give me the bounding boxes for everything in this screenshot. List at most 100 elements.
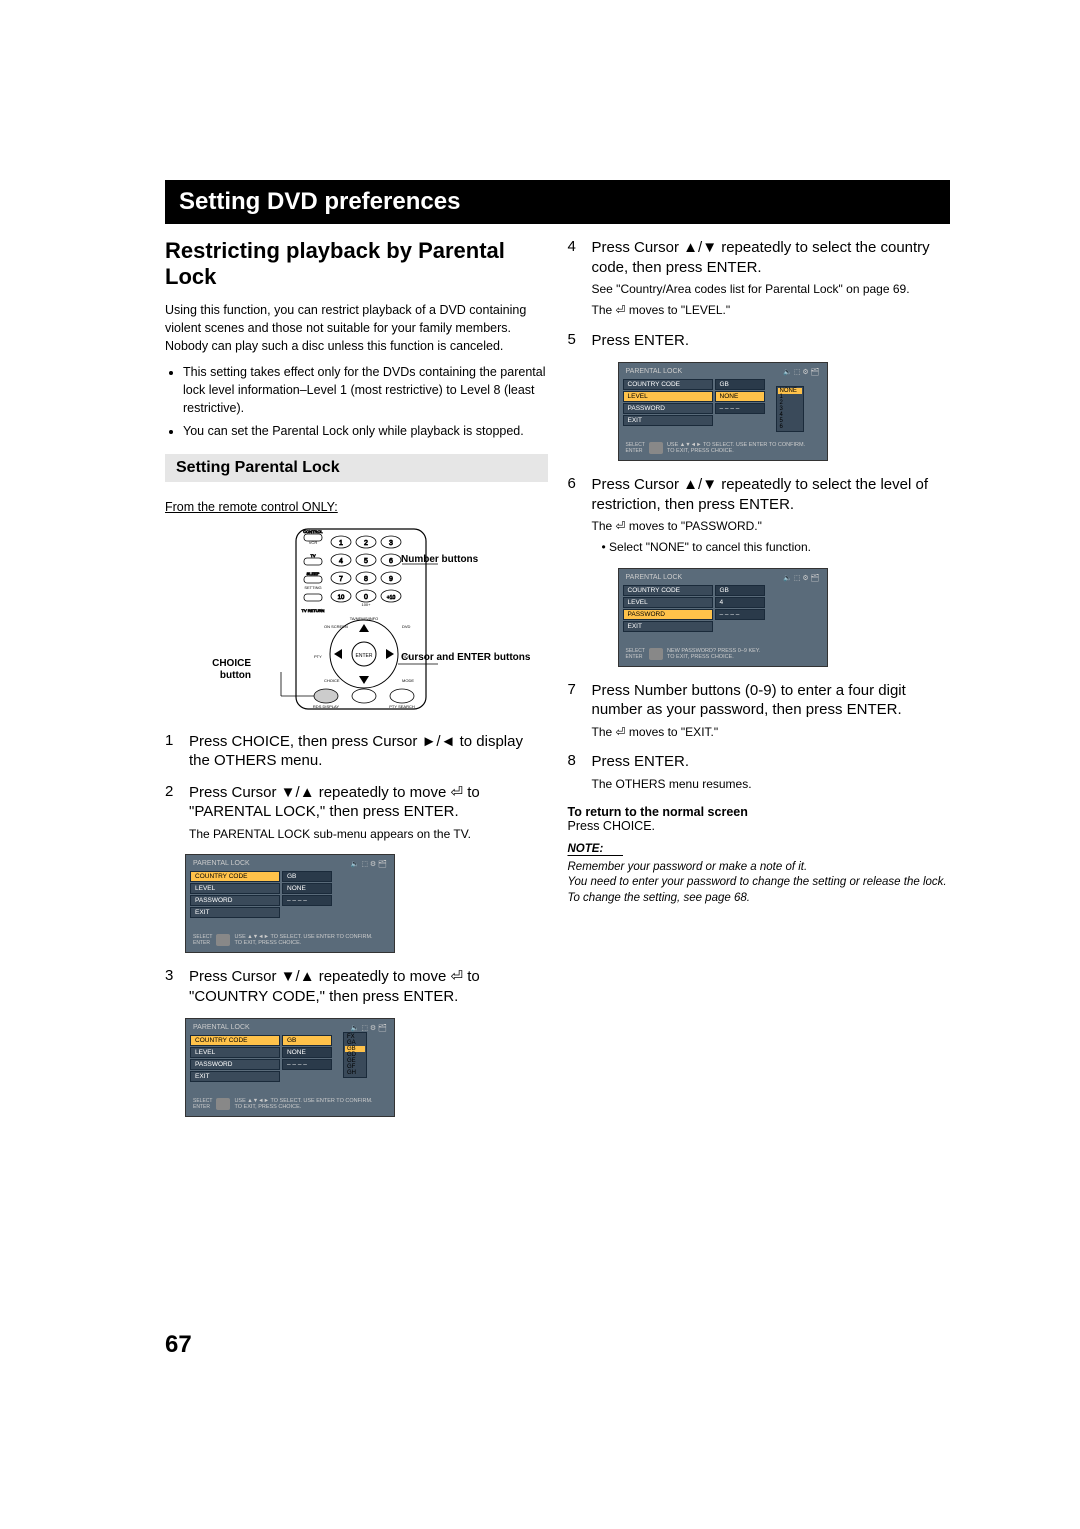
menu-level: LEVEL <box>190 883 280 894</box>
menu-val-none-3: NONE <box>715 391 765 402</box>
svg-text:ON SCREEN: ON SCREEN <box>324 624 348 629</box>
svg-text:ENTER: ENTER <box>356 653 373 659</box>
dpad-icon <box>216 934 230 946</box>
menu-title-2: PARENTAL LOCK <box>193 1024 250 1032</box>
svg-text:SLEEP: SLEEP <box>307 571 320 576</box>
menu-title-4: PARENTAL LOCK <box>626 574 683 582</box>
svg-text:9: 9 <box>389 576 393 583</box>
step-2-num: 2 <box>165 783 181 847</box>
svg-text:VCR: VCR <box>309 540 318 545</box>
step-7-title: Press Number buttons (0-9) to enter a fo… <box>592 681 951 720</box>
svg-text:6: 6 <box>389 558 393 565</box>
dpad-icon <box>216 1098 230 1110</box>
menu-val-none-2: NONE <box>282 1047 332 1058</box>
svg-text:TV RETURN: TV RETURN <box>302 608 325 613</box>
intro-bullets: This setting takes effect only for the D… <box>165 363 548 440</box>
step-8-title: Press ENTER. <box>592 752 951 772</box>
svg-text:7: 7 <box>339 576 343 583</box>
menu-password-4: PASSWORD <box>623 609 713 620</box>
note-body: Remember your password or make a note of… <box>568 860 951 907</box>
menu-title-3: PARENTAL LOCK <box>626 368 683 376</box>
step-3-num: 3 <box>165 967 181 1010</box>
menu-level-4: LEVEL <box>623 597 713 608</box>
menu-val-gb: GB <box>282 871 332 882</box>
svg-text:DVD: DVD <box>402 624 411 629</box>
svg-text:CONTROL: CONTROL <box>303 529 323 534</box>
svg-text:3: 3 <box>389 540 393 547</box>
menu-figure-4: PARENTAL LOCK🔈 ⬚ ⚙ 🗂 COUNTRY CODEGB LEVE… <box>618 568 951 667</box>
step-7-sub: The ⏎ moves to "EXIT." <box>592 724 951 741</box>
step-2: 2 Press Cursor ▼/▲ repeatedly to move ⏎ … <box>165 783 548 847</box>
menu-password-3: PASSWORD <box>623 403 713 414</box>
level-dropdown: NONE 1 2 3 4 5 6 <box>776 386 804 432</box>
step-5: 5 Press ENTER. <box>568 331 951 355</box>
svg-text:8: 8 <box>364 576 368 583</box>
bullet-2: You can set the Parental Lock only while… <box>183 422 548 440</box>
section-title-bar: Setting DVD preferences <box>165 180 950 224</box>
heading-restricting: Restricting playback by Parental Lock <box>165 238 548 291</box>
menu-tab-icons: 🔈 ⬚ ⚙ 🗂 <box>783 574 819 582</box>
step-6-title: Press Cursor ▲/▼ repeatedly to select th… <box>592 475 951 514</box>
step-4-num: 4 <box>568 238 584 323</box>
step-7: 7 Press Number buttons (0-9) to enter a … <box>568 681 951 745</box>
menu-val-gb-3: GB <box>715 379 765 390</box>
step-6-sub1: The ⏎ moves to "PASSWORD." <box>592 518 951 535</box>
svg-text:100+: 100+ <box>362 602 372 607</box>
svg-text:+10: +10 <box>387 595 396 601</box>
step-1: 1 Press CHOICE, then press Cursor ►/◄ to… <box>165 732 548 775</box>
menu-password: PASSWORD <box>190 895 280 906</box>
menu-password-2: PASSWORD <box>190 1059 280 1070</box>
callout-number-buttons: Number buttons <box>401 554 478 566</box>
menu-val-gb-2: GB <box>282 1035 332 1046</box>
svg-text:4: 4 <box>339 558 343 565</box>
step-3: 3 Press Cursor ▼/▲ repeatedly to move ⏎ … <box>165 967 548 1010</box>
step-6-sub2: • Select "NONE" to cancel this function. <box>592 539 951 556</box>
remote-illustration: 1 2 3 4 5 6 7 8 9 10 0 +10 100+ CONTROL <box>206 524 506 714</box>
step-5-title: Press ENTER. <box>592 331 951 351</box>
menu-country-code-2: COUNTRY CODE <box>190 1035 280 1046</box>
step-8-sub: The OTHERS menu resumes. <box>592 776 951 793</box>
menu-figure-3: PARENTAL LOCK🔈 ⬚ ⚙ 🗂 COUNTRY CODEGB LEVE… <box>618 362 951 461</box>
menu-figure-1: PARENTAL LOCK🔈 ⬚ ⚙ 🗂 COUNTRY CODEGB LEVE… <box>185 854 548 953</box>
step-5-num: 5 <box>568 331 584 355</box>
menu-exit-4: EXIT <box>623 621 713 632</box>
step-8-num: 8 <box>568 752 584 796</box>
menu-title: PARENTAL LOCK <box>193 860 250 868</box>
step-2-sub: The PARENTAL LOCK sub-menu appears on th… <box>189 826 548 843</box>
menu-val-pwd-4: – – – – <box>715 609 765 620</box>
svg-text:PTY: PTY <box>314 654 322 659</box>
menu-country-code-3: COUNTRY CODE <box>623 379 713 390</box>
menu-val-4: 4 <box>715 597 765 608</box>
remote-figure: 1 2 3 4 5 6 7 8 9 10 0 +10 100+ CONTROL <box>165 524 548 714</box>
svg-text:TA/NEWS/INFO: TA/NEWS/INFO <box>350 616 379 621</box>
menu-val-pwd-2: – – – – <box>282 1059 332 1070</box>
left-column: Restricting playback by Parental Lock Us… <box>165 238 548 1131</box>
step-4-title: Press Cursor ▲/▼ repeatedly to select th… <box>592 238 951 277</box>
right-column: 4 Press Cursor ▲/▼ repeatedly to select … <box>568 238 951 1131</box>
step-1-num: 1 <box>165 732 181 775</box>
return-text: Press CHOICE. <box>568 819 951 833</box>
step-4-sub1: See "Country/Area codes list for Parenta… <box>592 281 951 298</box>
step-6: 6 Press Cursor ▲/▼ repeatedly to select … <box>568 475 951 560</box>
svg-text:1: 1 <box>339 540 343 547</box>
return-heading: To return to the normal screen <box>568 805 951 819</box>
callout-choice-button: CHOICE button <box>195 658 251 682</box>
svg-text:5: 5 <box>364 558 368 565</box>
bullet-1: This setting takes effect only for the D… <box>183 363 548 417</box>
svg-text:TV: TV <box>311 553 316 558</box>
svg-text:PTY SEARCH: PTY SEARCH <box>390 704 416 709</box>
dpad-icon <box>649 442 663 454</box>
menu-val-pwd: – – – – <box>282 895 332 906</box>
note-heading: NOTE: <box>568 843 624 856</box>
callout-cursor-enter: Cursor and ENTER buttons <box>401 652 530 664</box>
svg-text:0: 0 <box>364 594 368 601</box>
svg-text:SETTING: SETTING <box>305 585 322 590</box>
page-number: 67 <box>165 1331 192 1359</box>
menu-val-gb-4: GB <box>715 585 765 596</box>
menu-tab-icons: 🔈 ⬚ ⚙ 🗂 <box>783 368 819 376</box>
step-6-num: 6 <box>568 475 584 560</box>
dpad-icon <box>649 648 663 660</box>
menu-figure-2: PARENTAL LOCK🔈 ⬚ ⚙ 🗂 COUNTRY CODEGB LEVE… <box>185 1018 548 1117</box>
step-7-num: 7 <box>568 681 584 745</box>
menu-tab-icons: 🔈 ⬚ ⚙ 🗂 <box>351 860 387 868</box>
